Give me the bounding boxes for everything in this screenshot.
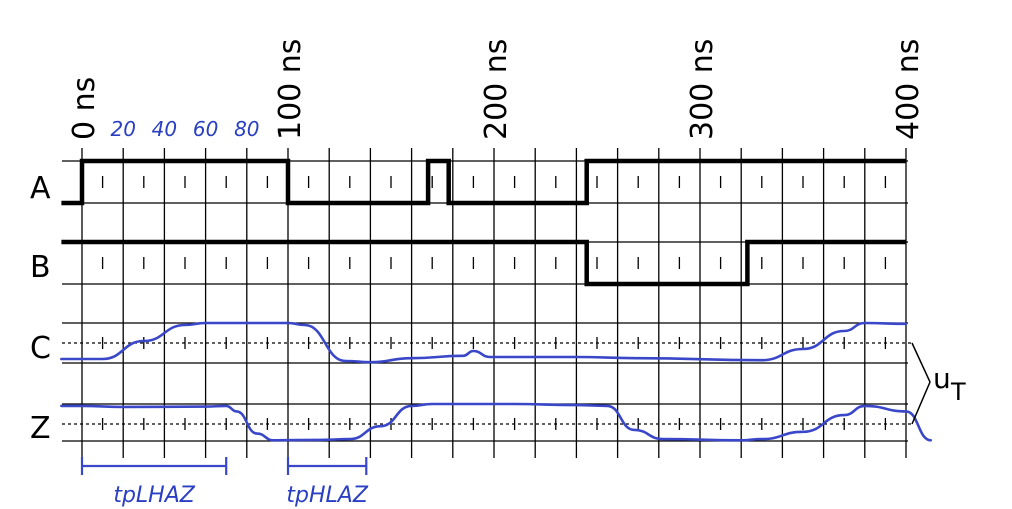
handwritten-tick-label: 40 bbox=[152, 117, 177, 141]
time-label: 100 ns bbox=[273, 39, 308, 140]
annotations: tpLHAZ tpHLAZ bbox=[80, 457, 369, 508]
delay-annotation: tpHLAZ bbox=[286, 457, 369, 508]
handwritten-tick-label: 80 bbox=[234, 117, 259, 141]
signal-a-label: A bbox=[30, 171, 51, 206]
signal-traces bbox=[60, 158, 932, 442]
signal-z-label: Z bbox=[30, 411, 51, 446]
time-label: 300 ns bbox=[685, 39, 720, 140]
signal-b-label: B bbox=[30, 250, 51, 285]
time-label: 200 ns bbox=[479, 39, 514, 140]
time-axis: 0 ns 100 ns 200 ns 300 ns 400 ns 20 40 60 80 bbox=[67, 39, 926, 141]
delay-annotation: tpLHAZ bbox=[80, 457, 228, 508]
delay-label: tpLHAZ bbox=[113, 483, 195, 508]
signal-c-trace bbox=[60, 321, 908, 364]
threshold-label: u bbox=[933, 362, 951, 395]
handwritten-tick-label: 60 bbox=[193, 117, 218, 141]
time-label: 400 ns bbox=[891, 39, 926, 140]
grid bbox=[62, 148, 912, 458]
signal-b-trace bbox=[61, 239, 906, 287]
threshold-subscript: T bbox=[950, 378, 966, 406]
signal-labels: A B C Zu T bbox=[30, 171, 966, 446]
delay-label: tpHLAZ bbox=[286, 483, 368, 508]
signal-z-trace bbox=[60, 402, 932, 442]
handwritten-tick-label: 20 bbox=[110, 117, 135, 141]
signal-a-trace bbox=[61, 158, 906, 206]
threshold-brace bbox=[911, 342, 931, 425]
time-label: 0 ns bbox=[67, 77, 102, 140]
signal-c-label: C bbox=[30, 331, 51, 366]
